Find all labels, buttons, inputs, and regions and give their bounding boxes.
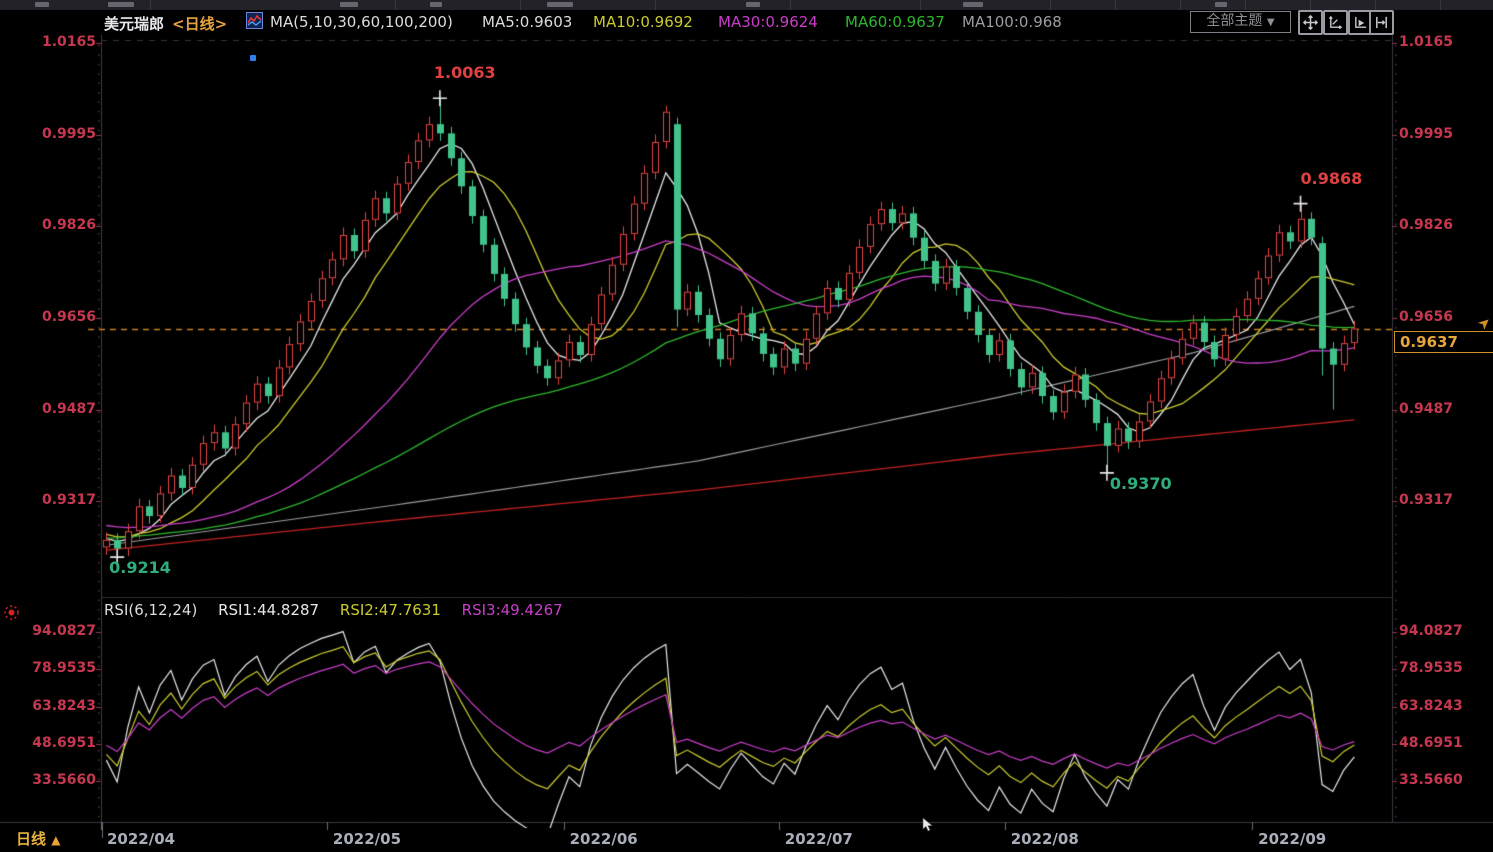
indicator-marker-icon xyxy=(4,605,19,620)
ma10-value: MA10:0.9692 xyxy=(593,13,693,31)
symbol-title: 美元瑞郎 xyxy=(104,15,165,33)
axis-zoom-icon xyxy=(1328,15,1343,30)
axis-play-icon xyxy=(1355,16,1367,28)
axis-scale-button[interactable] xyxy=(1323,10,1348,35)
rsi-settings-label: RSI(6,12,24) xyxy=(104,601,198,619)
ma30-value: MA30:0.9624 xyxy=(718,13,818,31)
rsi1-value: RSI1:44.8287 xyxy=(218,601,320,619)
marker-dot xyxy=(250,55,256,61)
pan-icon xyxy=(1303,15,1318,30)
chevron-down-icon: ▼ xyxy=(1266,17,1275,28)
rsi2-value: RSI2:47.7631 xyxy=(339,601,441,619)
period-toggle-button[interactable]: 日线 ▲ xyxy=(16,828,60,849)
rsi3-value: RSI3:49.4267 xyxy=(461,601,563,619)
theme-dropdown-label: 全部主题 xyxy=(1206,13,1263,29)
shift-right-button[interactable] xyxy=(1369,10,1394,35)
pan-button[interactable] xyxy=(1298,10,1323,35)
rsi-legend: RSI(6,12,24) RSI1:44.8287 RSI2:47.7631 R… xyxy=(104,601,579,619)
ma100-value: MA100:0.968 xyxy=(962,13,1062,31)
ma-settings-label: MA(5,10,30,60,100,200) xyxy=(270,13,453,31)
shift-right-icon xyxy=(1376,16,1387,29)
chart-header: 美元瑞郎 <日线> MA(5,10,30,60,100,200) MA5:0.9… xyxy=(0,10,1493,35)
theme-dropdown[interactable]: 全部主题 ▼ xyxy=(1190,11,1291,33)
period-toggle-label: 日线 xyxy=(16,830,47,848)
mouse-cursor-icon xyxy=(922,817,933,832)
triangle-up-icon: ▲ xyxy=(51,833,61,847)
period-tag: <日线> xyxy=(172,15,228,33)
ma5-value: MA5:0.9603 xyxy=(482,13,573,31)
chart-type-icon[interactable] xyxy=(246,12,263,29)
ma60-value: MA60:0.9637 xyxy=(845,13,945,31)
